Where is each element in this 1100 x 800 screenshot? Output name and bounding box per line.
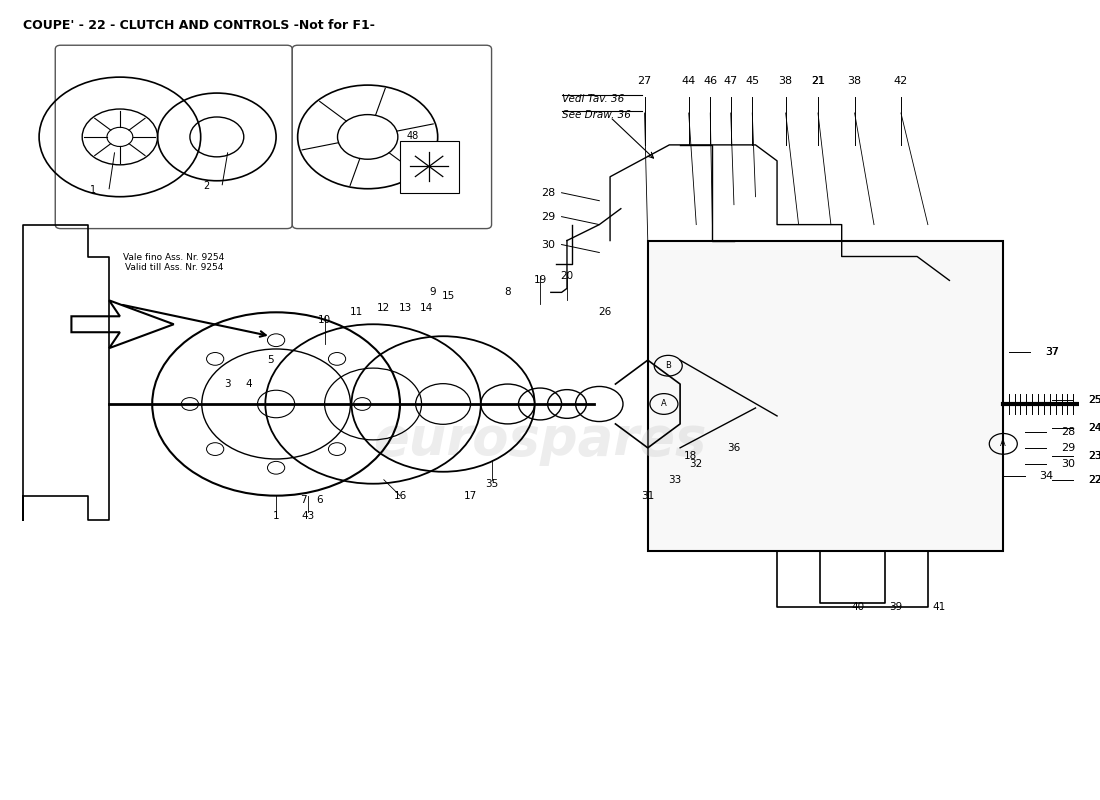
Text: 21: 21 (812, 76, 825, 86)
Text: 22: 22 (1088, 474, 1100, 485)
Text: 13: 13 (399, 303, 412, 314)
Text: 45: 45 (745, 76, 759, 86)
Text: 40: 40 (851, 602, 865, 612)
Text: 29: 29 (1060, 443, 1075, 453)
Text: 24: 24 (1088, 423, 1100, 433)
Bar (400, 141, 459, 193)
Text: 35: 35 (485, 478, 498, 489)
Text: 3: 3 (224, 379, 231, 389)
Text: 17: 17 (463, 490, 476, 501)
Text: 48: 48 (407, 130, 419, 141)
Text: Vale fino Ass. Nr. 9254
Valid till Ass. Nr. 9254: Vale fino Ass. Nr. 9254 Valid till Ass. … (123, 253, 224, 272)
Text: Vedi Tav. 36: Vedi Tav. 36 (562, 94, 624, 104)
Text: 14: 14 (420, 303, 433, 314)
Text: 19: 19 (534, 275, 547, 286)
Text: 16: 16 (394, 490, 407, 501)
Text: 37: 37 (1045, 347, 1059, 357)
Text: eurospares: eurospares (373, 414, 706, 466)
Text: 11: 11 (350, 307, 363, 318)
Text: 22: 22 (1088, 474, 1100, 485)
Text: 6: 6 (316, 494, 322, 505)
Text: 39: 39 (889, 602, 902, 612)
Text: 30: 30 (541, 239, 556, 250)
Text: 38: 38 (779, 76, 793, 86)
Text: 30: 30 (1060, 458, 1075, 469)
Text: 2: 2 (204, 181, 209, 190)
Text: COUPE' - 22 - CLUTCH AND CONTROLS -Not for F1-: COUPE' - 22 - CLUTCH AND CONTROLS -Not f… (23, 19, 375, 32)
Text: 28: 28 (541, 188, 556, 198)
Text: A: A (661, 399, 667, 409)
Text: 21: 21 (811, 76, 825, 86)
Text: 15: 15 (442, 291, 455, 302)
Text: 28: 28 (1060, 427, 1075, 437)
Text: 1: 1 (90, 185, 96, 194)
Text: 20: 20 (560, 271, 573, 282)
Text: 42: 42 (894, 76, 909, 86)
Text: 25: 25 (1088, 395, 1100, 405)
FancyBboxPatch shape (55, 46, 293, 229)
Text: 1: 1 (273, 510, 279, 521)
Text: 46: 46 (703, 76, 717, 86)
Text: 33: 33 (668, 474, 681, 485)
Text: 25: 25 (1088, 395, 1100, 405)
Text: 5: 5 (267, 355, 274, 365)
Text: 7: 7 (299, 494, 306, 505)
Text: 10: 10 (318, 315, 331, 326)
Text: 26: 26 (598, 307, 612, 318)
FancyBboxPatch shape (293, 46, 492, 229)
Text: 34: 34 (1040, 470, 1054, 481)
Text: A: A (1000, 439, 1006, 448)
Text: 24: 24 (1088, 423, 1100, 433)
Text: 29: 29 (541, 212, 556, 222)
Text: 18: 18 (684, 451, 697, 461)
Text: 43: 43 (301, 510, 315, 521)
Text: 8: 8 (505, 287, 512, 298)
Text: 12: 12 (377, 303, 390, 314)
Text: 47: 47 (724, 76, 738, 86)
Text: B: B (666, 362, 671, 370)
Text: 27: 27 (637, 76, 651, 86)
Text: 31: 31 (641, 490, 654, 501)
Text: 9: 9 (429, 287, 436, 298)
Text: 36: 36 (727, 443, 740, 453)
Polygon shape (72, 300, 174, 348)
Text: 23: 23 (1088, 451, 1100, 461)
Text: 38: 38 (848, 76, 861, 86)
Text: 37: 37 (1045, 347, 1058, 357)
Text: 4: 4 (246, 379, 253, 389)
Text: 41: 41 (932, 602, 945, 612)
Bar (648, 241, 1003, 551)
Text: 23: 23 (1088, 451, 1100, 461)
Text: 44: 44 (682, 76, 696, 86)
Text: 32: 32 (690, 458, 703, 469)
Text: See Draw. 36: See Draw. 36 (562, 110, 630, 119)
